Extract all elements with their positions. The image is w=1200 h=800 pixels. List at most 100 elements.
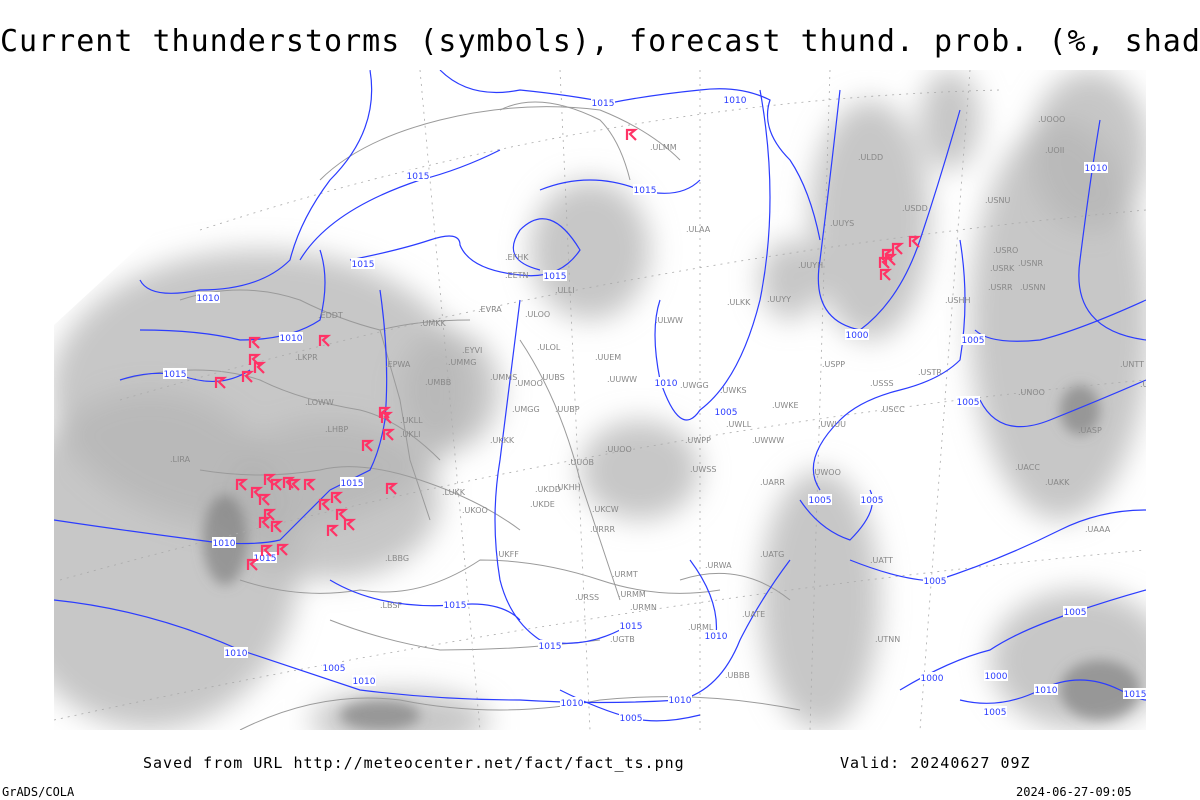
thunderstorm-symbol — [318, 334, 332, 347]
station-label: .UARR — [760, 478, 785, 487]
thunderstorm-probability-shading — [54, 70, 1146, 730]
svg-text:1010: 1010 — [705, 632, 728, 642]
station-label: .UAKK — [1045, 478, 1070, 487]
map-title: Current thunderstorms (symbols), forecas… — [0, 24, 1200, 59]
station-label: .UKDD — [535, 485, 561, 494]
isobar-label: 1010 — [723, 94, 747, 106]
thunderstorm-symbol — [241, 370, 255, 383]
station-label: .URMM — [618, 590, 646, 599]
station-label: .EPWA — [385, 360, 411, 369]
isobar-label: 1000 — [984, 670, 1008, 682]
station-label: .UKDE — [530, 500, 555, 509]
isobar-label: 1005 — [983, 706, 1007, 718]
svg-text:1010: 1010 — [225, 649, 248, 659]
station-label: .USRO — [993, 246, 1018, 255]
svg-text:1000: 1000 — [985, 672, 1008, 682]
station-label: .UMKK — [420, 319, 447, 328]
station-label: .UASP — [1078, 426, 1102, 435]
isobar-label: 1005 — [322, 662, 346, 674]
station-label: .LBBG — [385, 554, 409, 563]
station-label: .UMGG — [512, 405, 540, 414]
thunderstorm-symbol — [385, 482, 399, 495]
station-label: .UMMG — [448, 358, 476, 367]
thunderstorm-symbol — [625, 128, 639, 141]
station-label: .UKFF — [496, 550, 519, 559]
svg-text:1015: 1015 — [544, 272, 567, 282]
station-label: .USTR — [918, 368, 942, 377]
station-label: .UGTB — [610, 635, 635, 644]
isobar-label: 1000 — [920, 672, 944, 684]
isobar-label: 1005 — [619, 712, 643, 724]
isobar-label: 1010 — [212, 537, 236, 549]
station-label: .USNU — [985, 196, 1010, 205]
station-label: .UMOO — [515, 379, 543, 388]
station-label: .UWWW — [752, 436, 784, 445]
svg-text:1010: 1010 — [655, 379, 678, 389]
isobar-label: 1010 — [654, 377, 678, 389]
svg-text:1005: 1005 — [861, 496, 884, 506]
station-label: .UAAA — [1085, 525, 1111, 534]
thunderstorm-symbol — [270, 520, 284, 533]
svg-text:1015: 1015 — [620, 622, 643, 632]
thunderstorm-symbol — [270, 478, 284, 491]
thunderstorm-symbol — [318, 498, 332, 511]
thunderstorm-symbol — [250, 486, 264, 499]
station-label: .EDDT — [318, 311, 343, 320]
station-label: .UUOB — [568, 458, 594, 467]
thunderstorm-symbol — [260, 544, 274, 557]
station-label: .UWKS — [720, 386, 747, 395]
isobar-label: 1005 — [860, 494, 884, 506]
station-label: .UOII — [1045, 146, 1064, 155]
isobar-label: 1015 — [1123, 688, 1146, 700]
station-label: .UWOO — [812, 468, 841, 477]
thunderstorm-symbol — [248, 336, 262, 349]
svg-text:1005: 1005 — [809, 496, 832, 506]
station-label: .UKLI — [400, 430, 420, 439]
isobar-label: 1010 — [1084, 162, 1108, 174]
station-label: .USHH — [945, 296, 971, 305]
thunderstorm-symbol — [884, 253, 898, 266]
station-label: .UMMS — [490, 373, 517, 382]
station-label: .URMN — [630, 603, 657, 612]
valid-time: Valid: 20240627 09Z — [840, 754, 1031, 772]
svg-text:1010: 1010 — [197, 294, 220, 304]
svg-text:1015: 1015 — [352, 260, 375, 270]
station-label: .UWPP — [685, 436, 711, 445]
thunderstorm-symbol — [246, 558, 260, 571]
station-label: .URWA — [705, 561, 732, 570]
thunderstorm-symbol — [288, 478, 302, 491]
isobar-label: 1005 — [1063, 606, 1087, 618]
station-label: .UKKK — [490, 436, 515, 445]
isobar-label: 1015 — [406, 170, 430, 182]
svg-text:1010: 1010 — [561, 699, 584, 709]
station-label: .ULLI — [555, 286, 575, 295]
svg-text:1015: 1015 — [164, 370, 187, 380]
svg-text:1005: 1005 — [620, 714, 643, 724]
svg-text:1015: 1015 — [407, 172, 430, 182]
station-label: .UMBB — [425, 378, 451, 387]
station-label: .ULMM — [650, 143, 677, 152]
station-label: .EETN — [505, 271, 529, 280]
station-label: .UUBP — [555, 405, 580, 414]
station-label: .LOWW — [305, 398, 334, 407]
svg-text:1015: 1015 — [592, 99, 615, 109]
isobar-label: 1015 — [633, 184, 657, 196]
station-label: .UOOO — [1038, 115, 1065, 124]
thunderstorm-symbol — [908, 235, 922, 248]
svg-text:1015: 1015 — [254, 554, 277, 564]
svg-text:1010: 1010 — [1085, 164, 1108, 174]
generated-timestamp: 2024-06-27-09:05 — [1016, 785, 1132, 799]
svg-text:1015: 1015 — [444, 601, 467, 611]
station-label: .EFHK — [505, 253, 529, 262]
station-label: .UWSS — [690, 465, 716, 474]
station-label: .USPP — [822, 360, 845, 369]
thunderstorm-symbol — [879, 268, 893, 281]
isobar-label: 1005 — [961, 334, 985, 346]
isobar-label: 1005 — [808, 494, 832, 506]
thunderstorm-symbol — [330, 491, 344, 504]
station-label: .ULAA — [686, 225, 711, 234]
svg-text:1015: 1015 — [341, 479, 364, 489]
station-label: .USCC — [880, 405, 905, 414]
station-label: .LIRA — [170, 455, 191, 464]
svg-text:1005: 1005 — [323, 664, 346, 674]
